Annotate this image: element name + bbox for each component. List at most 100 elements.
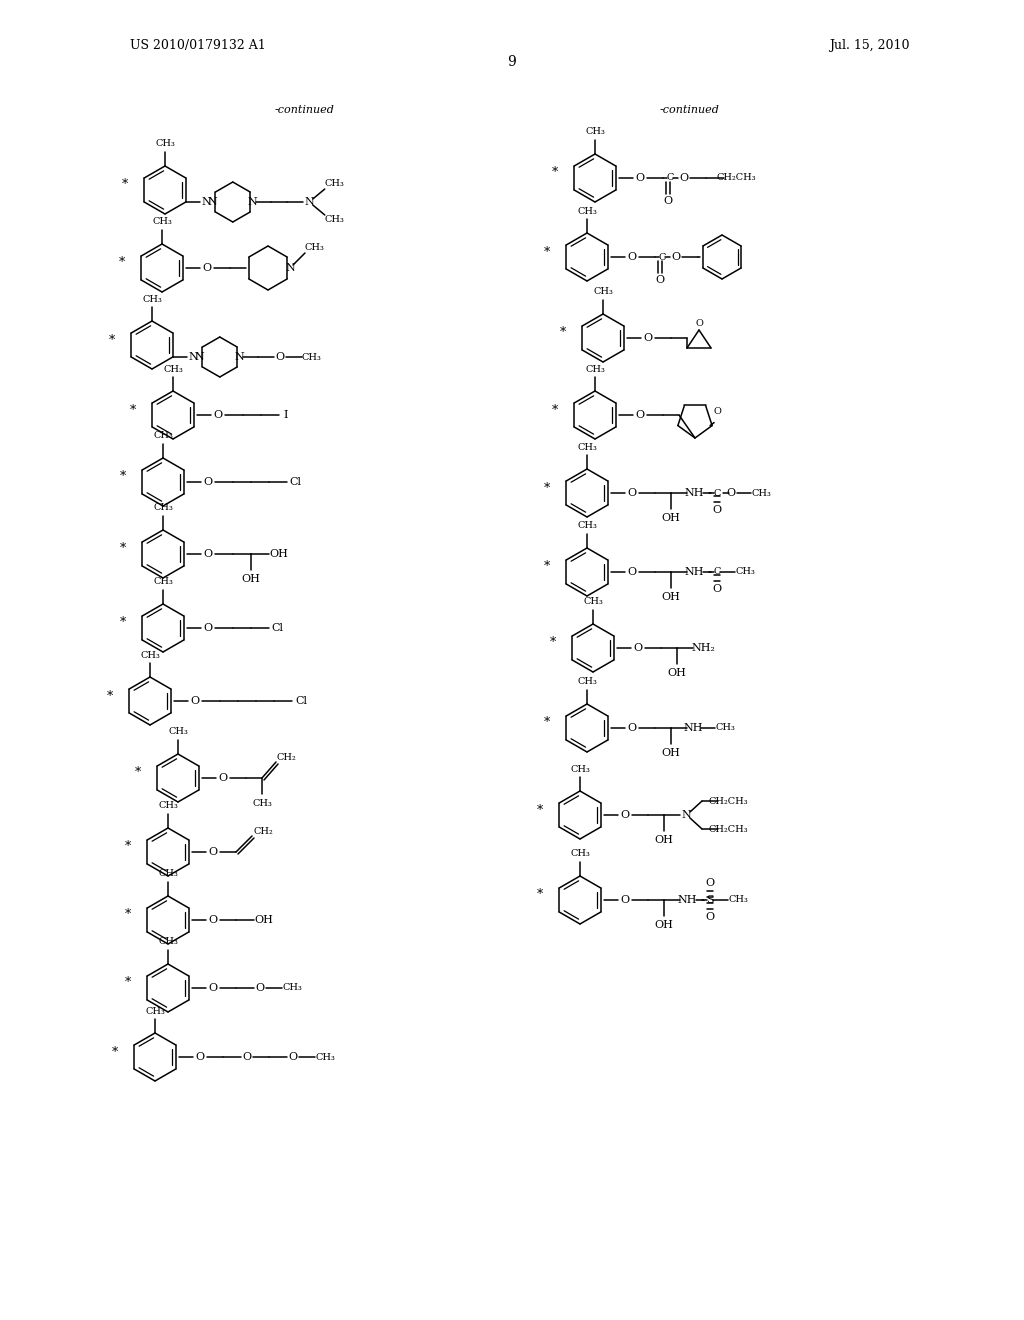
Text: CH₃: CH₃	[142, 294, 162, 304]
Text: *: *	[537, 804, 543, 817]
Text: O: O	[289, 1052, 298, 1063]
Text: O: O	[628, 723, 637, 733]
Text: OH: OH	[654, 836, 674, 845]
Text: *: *	[106, 689, 113, 702]
Text: Jul. 15, 2010: Jul. 15, 2010	[829, 38, 910, 51]
Text: Cl: Cl	[289, 477, 301, 487]
Text: CH₃: CH₃	[585, 364, 605, 374]
Text: O: O	[634, 643, 643, 653]
Text: CH₃: CH₃	[728, 895, 748, 904]
Text: CH₃: CH₃	[168, 727, 188, 737]
Text: N: N	[681, 810, 691, 820]
Text: O: O	[621, 895, 630, 906]
Text: O: O	[713, 506, 722, 515]
Text: CH₃: CH₃	[153, 432, 173, 441]
Text: CH₃: CH₃	[145, 1006, 165, 1015]
Text: O: O	[204, 477, 213, 487]
Text: NH: NH	[677, 895, 696, 906]
Text: C: C	[714, 488, 721, 498]
Text: C: C	[667, 173, 674, 182]
Text: CH₃: CH₃	[570, 850, 590, 858]
Text: C: C	[658, 252, 666, 261]
Text: CH₃: CH₃	[578, 521, 597, 531]
Text: OH: OH	[662, 513, 680, 523]
Text: CH₃: CH₃	[282, 983, 302, 993]
Text: O: O	[706, 878, 715, 888]
Text: N: N	[208, 197, 218, 207]
Text: O: O	[209, 847, 217, 857]
Text: O: O	[643, 333, 652, 343]
Text: CH₃: CH₃	[325, 215, 345, 224]
Text: O: O	[275, 352, 285, 362]
Text: CH₃: CH₃	[578, 206, 597, 215]
Text: NH: NH	[683, 723, 702, 733]
Text: O: O	[204, 549, 213, 558]
Text: CH₃: CH₃	[593, 288, 613, 297]
Text: O: O	[255, 983, 264, 993]
Text: OH: OH	[269, 549, 289, 558]
Text: CH₃: CH₃	[578, 677, 597, 686]
Text: S: S	[707, 895, 714, 906]
Text: O: O	[628, 568, 637, 577]
Text: OH: OH	[255, 915, 273, 925]
Text: CH₃: CH₃	[735, 568, 755, 577]
Text: N: N	[234, 352, 245, 362]
Text: CH₃: CH₃	[302, 352, 322, 362]
Text: *: *	[544, 482, 550, 495]
Text: N: N	[188, 352, 199, 362]
Text: CH₃: CH₃	[325, 180, 345, 189]
Text: O: O	[209, 915, 217, 925]
Text: O: O	[209, 983, 217, 993]
Text: O: O	[695, 318, 702, 327]
Text: CH₂CH₃: CH₂CH₃	[716, 173, 756, 182]
Text: NH₂: NH₂	[691, 643, 715, 653]
Text: OH: OH	[242, 574, 260, 583]
Text: O: O	[628, 252, 637, 261]
Text: O: O	[672, 252, 681, 261]
Text: *: *	[125, 908, 131, 921]
Text: O: O	[706, 912, 715, 921]
Text: O: O	[203, 263, 212, 273]
Text: OH: OH	[662, 591, 680, 602]
Text: US 2010/0179132 A1: US 2010/0179132 A1	[130, 38, 266, 51]
Text: 9: 9	[508, 55, 516, 69]
Text: *: *	[109, 334, 115, 346]
Text: CH₃: CH₃	[153, 503, 173, 512]
Text: N: N	[305, 197, 314, 207]
Text: -continued: -continued	[660, 106, 720, 115]
Text: *: *	[135, 767, 141, 780]
Text: *: *	[120, 470, 126, 483]
Text: CH₃: CH₃	[140, 651, 160, 660]
Text: CH₃: CH₃	[570, 764, 590, 774]
Text: *: *	[560, 326, 566, 339]
Text: CH₃: CH₃	[158, 937, 178, 946]
Text: *: *	[119, 256, 125, 269]
Text: O: O	[243, 1052, 252, 1063]
Text: O: O	[726, 488, 735, 498]
Text: CH₃: CH₃	[158, 870, 178, 879]
Text: *: *	[125, 977, 131, 990]
Text: O: O	[621, 810, 630, 820]
Text: *: *	[544, 717, 550, 730]
Text: CH₃: CH₃	[715, 723, 735, 733]
Text: CH₃: CH₃	[751, 488, 771, 498]
Text: CH₂CH₃: CH₂CH₃	[709, 796, 748, 805]
Text: O: O	[196, 1052, 205, 1063]
Text: OH: OH	[668, 668, 686, 678]
Text: O: O	[655, 275, 665, 285]
Text: I: I	[284, 411, 288, 420]
Text: *: *	[120, 616, 126, 630]
Text: O: O	[218, 774, 227, 783]
Text: CH₃: CH₃	[252, 799, 272, 808]
Text: CH₃: CH₃	[578, 442, 597, 451]
Text: CH₃: CH₃	[585, 128, 605, 136]
Text: O: O	[204, 623, 213, 634]
Text: O: O	[713, 583, 722, 594]
Text: *: *	[552, 166, 558, 180]
Text: CH₃: CH₃	[163, 364, 183, 374]
Text: NH: NH	[684, 568, 703, 577]
Text: Cl: Cl	[271, 623, 283, 634]
Text: N: N	[248, 197, 258, 207]
Text: *: *	[537, 888, 543, 902]
Text: O: O	[636, 411, 644, 420]
